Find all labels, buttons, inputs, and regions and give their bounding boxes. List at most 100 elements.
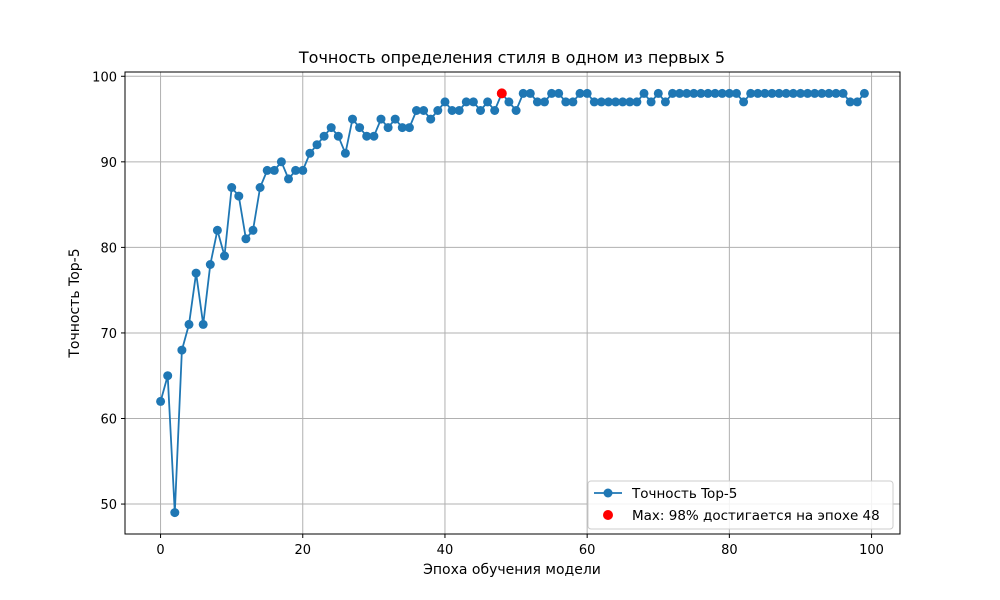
y-tick-label: 70 <box>100 327 117 342</box>
x-tick-label: 0 <box>156 543 164 558</box>
data-point <box>646 97 656 107</box>
data-point <box>618 97 628 107</box>
legend-max-marker <box>603 510 613 520</box>
data-point <box>632 97 642 107</box>
x-tick-label: 60 <box>579 543 596 558</box>
data-point <box>753 88 763 98</box>
legend-series-marker <box>603 488 613 498</box>
data-point <box>518 88 528 98</box>
data-point <box>611 97 621 107</box>
data-point <box>852 97 862 107</box>
data-point <box>774 88 784 98</box>
data-point <box>348 114 357 124</box>
data-point <box>376 114 386 124</box>
data-point <box>710 88 720 98</box>
data-point <box>660 97 670 107</box>
legend: Точность Top-5 Max: 98% достигается на э… <box>587 480 894 530</box>
data-point <box>419 106 429 115</box>
y-tick-label: 90 <box>100 156 117 171</box>
x-tick-label: 80 <box>721 543 738 558</box>
data-point <box>248 225 258 235</box>
data-point <box>447 106 457 115</box>
y-tick-label: 50 <box>100 498 117 513</box>
data-point <box>454 106 464 115</box>
data-point <box>547 88 557 98</box>
data-point <box>568 97 578 107</box>
legend-series-label: Точность Top-5 <box>631 486 737 502</box>
data-point <box>483 97 493 107</box>
data-point <box>241 234 251 244</box>
data-point <box>796 88 805 98</box>
chart-title: Точность определения стиля в одном из пе… <box>298 48 725 67</box>
y-axis-label: Точность Top-5 <box>67 248 83 358</box>
data-point <box>732 88 741 98</box>
data-point <box>284 174 293 184</box>
data-point <box>255 183 265 192</box>
data-point <box>191 268 201 278</box>
data-point <box>824 88 834 98</box>
data-point <box>440 97 450 107</box>
data-point <box>589 97 599 107</box>
data-point <box>362 131 372 141</box>
data-point <box>760 88 770 98</box>
data-point <box>803 88 813 98</box>
data-point <box>504 97 514 107</box>
max-point-marker <box>496 88 507 99</box>
data-point <box>689 88 699 98</box>
legend-box <box>587 480 894 530</box>
y-tick-label: 100 <box>92 70 117 85</box>
data-point <box>312 140 322 150</box>
data-point <box>817 88 827 98</box>
data-point <box>561 97 571 107</box>
data-point <box>717 88 727 98</box>
x-axis: 0 20 40 60 80 100 <box>156 534 884 558</box>
data-point <box>625 97 635 107</box>
data-point <box>156 396 166 406</box>
data-point <box>845 97 855 107</box>
max-marker-group <box>496 88 507 99</box>
data-point <box>404 123 414 133</box>
data-point <box>838 88 848 98</box>
data-point <box>333 131 343 141</box>
data-point <box>639 88 649 98</box>
data-point <box>369 131 379 141</box>
data-point <box>177 345 187 355</box>
data-point <box>198 319 208 329</box>
data-point <box>859 88 869 98</box>
data-point <box>788 88 798 98</box>
data-point <box>781 88 791 98</box>
data-point <box>276 157 286 167</box>
data-point <box>234 191 244 201</box>
data-point <box>468 97 478 107</box>
data-point <box>397 123 407 133</box>
data-point <box>340 148 350 158</box>
y-axis: 50 60 70 80 90 100 <box>92 70 125 513</box>
data-point <box>831 88 841 98</box>
data-point <box>212 225 222 235</box>
data-point <box>412 106 421 115</box>
legend-max-label: Max: 98% достигается на эпохе 48 <box>632 508 880 524</box>
data-point <box>291 165 301 175</box>
data-point <box>383 123 393 133</box>
data-point <box>262 165 272 175</box>
data-point <box>653 88 663 98</box>
data-point <box>703 88 713 98</box>
data-point <box>184 319 194 329</box>
series-line-group <box>159 92 866 514</box>
data-point <box>696 88 706 98</box>
data-point <box>426 114 436 124</box>
x-tick-label: 100 <box>859 543 884 558</box>
data-point <box>476 106 485 115</box>
plot-area <box>124 71 901 535</box>
data-point <box>746 88 756 98</box>
data-point <box>724 88 734 98</box>
data-point <box>170 508 180 518</box>
data-point <box>461 97 471 107</box>
y-tick-label: 60 <box>100 413 117 428</box>
data-point <box>298 165 308 175</box>
data-point <box>305 148 315 158</box>
data-point <box>739 97 749 107</box>
data-point <box>390 114 400 124</box>
data-point <box>675 88 685 98</box>
